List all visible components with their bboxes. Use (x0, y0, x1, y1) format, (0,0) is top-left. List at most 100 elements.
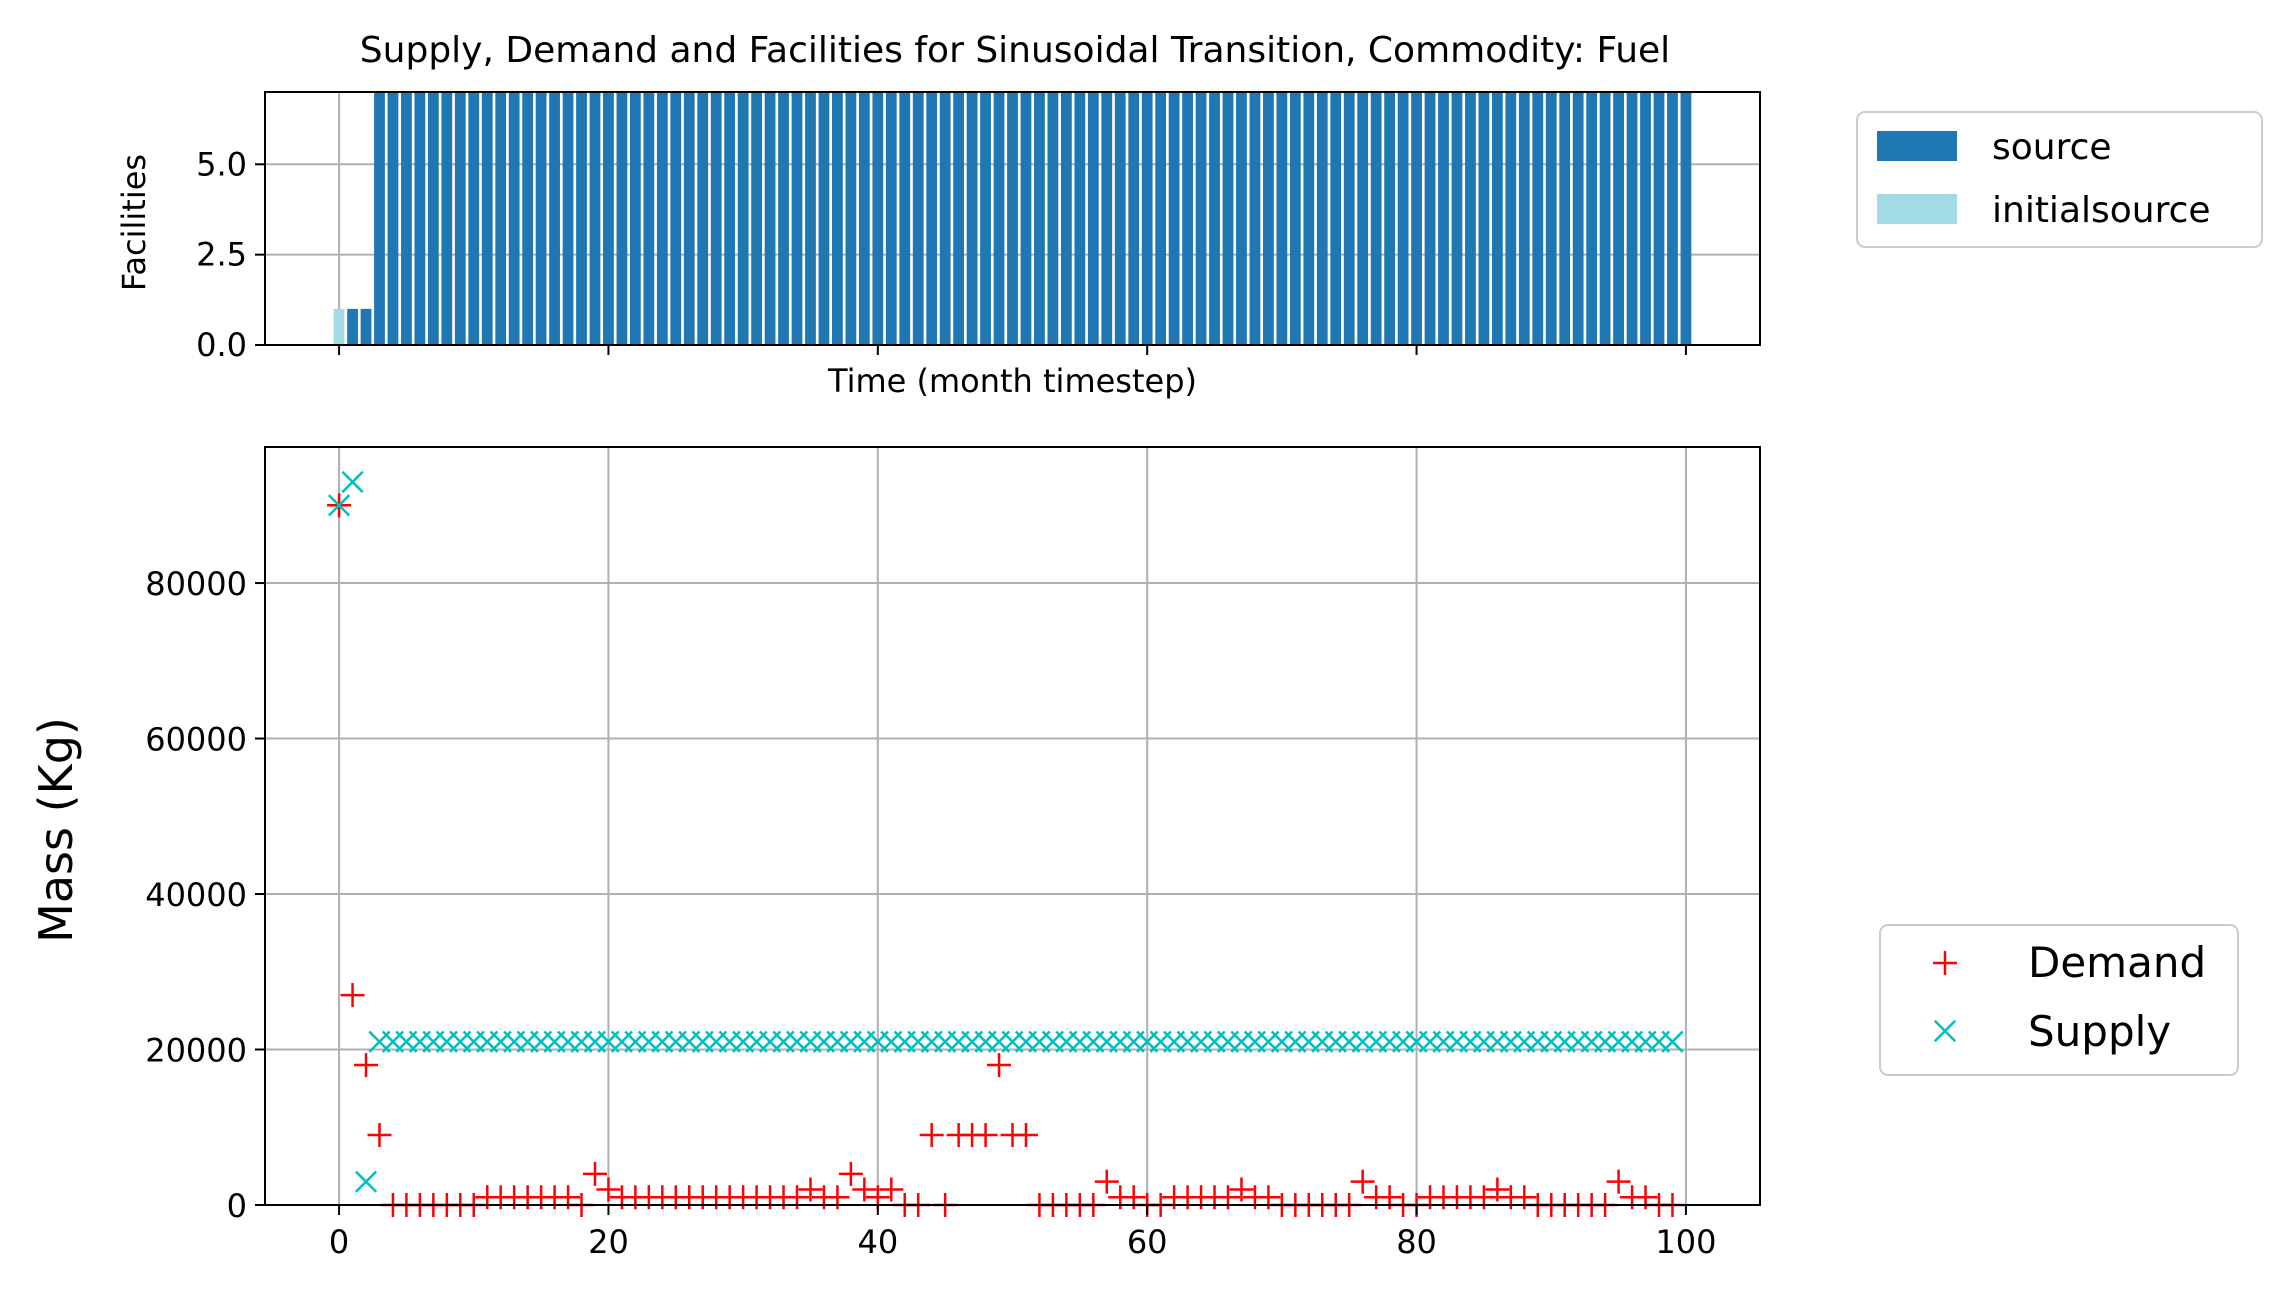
bar-source (683, 92, 695, 345)
bar-source (427, 92, 439, 345)
bar-source (374, 92, 385, 345)
bar-source (885, 92, 897, 345)
legend-label-initialsource: initialsource (1992, 190, 2211, 231)
bar-source (656, 92, 668, 345)
bar-source (791, 92, 803, 345)
bar-source (549, 92, 560, 345)
y-tick-label: 0.0 (196, 326, 247, 364)
bar-source (643, 92, 655, 345)
demand-point (1229, 1177, 1254, 1202)
bar-source (1155, 92, 1167, 345)
bar-source (1438, 92, 1449, 345)
bar-source (953, 92, 965, 345)
bar-source (1128, 92, 1140, 345)
bar-source (616, 92, 628, 345)
demand-point (879, 1177, 904, 1202)
bar-source (1491, 92, 1503, 345)
mass-grid (265, 447, 1760, 1206)
bar-source (710, 92, 722, 345)
bar-source (401, 92, 412, 345)
y-tick-label: 40000 (145, 876, 247, 914)
demand-point (973, 1123, 998, 1148)
bar-source (1141, 92, 1153, 345)
bar-source (1007, 92, 1018, 345)
mass-y-label: Mass (Kg) (29, 717, 83, 943)
supply-point (354, 1170, 378, 1193)
mass-legend-box (1879, 924, 2239, 1076)
bar-initialsource (333, 308, 345, 345)
bar-source (629, 92, 641, 345)
bar-source (589, 92, 601, 345)
bar-source (1357, 92, 1369, 345)
bar-source (468, 92, 480, 345)
supply-point (341, 470, 364, 494)
bar-source (1532, 92, 1544, 345)
bar-source (495, 92, 507, 345)
bar-source (1209, 92, 1220, 345)
mass-legend: Demand Supply (1879, 924, 2239, 1076)
bar-source (1087, 92, 1099, 345)
bar-source (441, 92, 453, 345)
bar-source (1074, 92, 1086, 345)
bar-source (1653, 92, 1665, 345)
y-tick-label: 0 (227, 1187, 247, 1225)
supply-point (1661, 1030, 1684, 1053)
demand-point (919, 1123, 944, 1148)
bar-source (1424, 92, 1436, 345)
x-tick-label: 100 (1655, 1223, 1716, 1261)
bar-source (1559, 92, 1571, 345)
demand-point (798, 1177, 823, 1202)
bar-source (1236, 92, 1247, 345)
bar-source (1303, 92, 1315, 345)
y-tick-label: 5.0 (196, 145, 247, 183)
bar-source (535, 92, 547, 345)
demand-point (1485, 1177, 1510, 1202)
facilities-legend: source initialsource (1856, 111, 2263, 248)
bar-source (737, 92, 749, 345)
bar-source (966, 92, 978, 345)
bar-source (1465, 92, 1476, 345)
bar-source (387, 92, 399, 345)
bar-source (1640, 92, 1651, 345)
legend-swatch-source (1877, 131, 1957, 161)
legend-label-supply: Supply (2028, 1007, 2171, 1056)
bar-source (1397, 92, 1409, 345)
supply-point (327, 494, 351, 517)
bar-source (414, 92, 426, 345)
bar-source (1195, 92, 1207, 345)
bar-source (1478, 92, 1490, 345)
demand-point (1350, 1169, 1375, 1194)
bar-source (858, 92, 870, 345)
facilities-bars (333, 92, 1692, 345)
bar-source (872, 92, 884, 345)
bar-source (1047, 92, 1059, 345)
bar-source (481, 92, 493, 345)
legend-label-demand: Demand (2028, 938, 2206, 987)
facilities-y-label: Facilities (115, 154, 153, 291)
bar-source (508, 92, 520, 345)
bar-source (1451, 92, 1463, 345)
bar-source (939, 92, 951, 345)
bar-source (832, 92, 843, 345)
facilities-x-label: Time (month timestep) (827, 362, 1197, 400)
bar-source (1505, 92, 1517, 345)
bar-source (1289, 92, 1301, 345)
bar-source (562, 92, 574, 345)
bar-source (1667, 92, 1678, 345)
demand-point (367, 1123, 392, 1148)
bar-source (1626, 92, 1638, 345)
legend-marker-demand (1933, 951, 1957, 975)
legend-label-source: source (1992, 127, 2112, 168)
bar-source (1599, 92, 1611, 345)
bar-source (603, 92, 614, 345)
demand-point (838, 1161, 863, 1186)
bar-source (993, 92, 1005, 345)
demand-point (852, 1177, 877, 1202)
bar-source (1168, 92, 1180, 345)
chart-title: Supply, Demand and Facilities for Sinuso… (360, 30, 1670, 71)
bar-source (697, 92, 709, 345)
demand-point (582, 1161, 607, 1186)
facilities-axes: Facilities Time (month timestep) 0.0 2.5 5… (115, 91, 1761, 400)
bar-source (522, 92, 534, 345)
bar-source (1518, 92, 1530, 345)
